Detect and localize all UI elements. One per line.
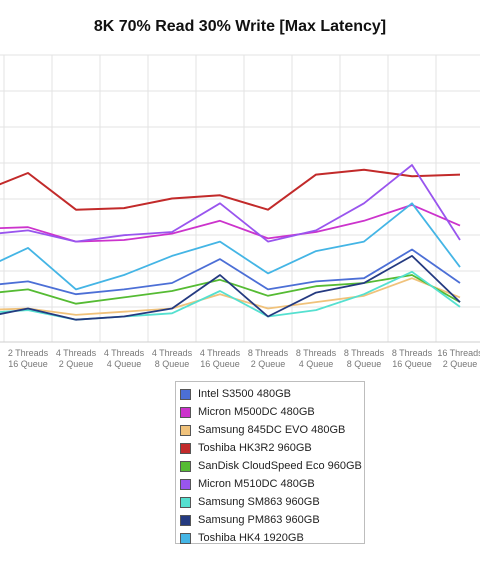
legend-swatch (180, 478, 191, 490)
x-tick-label: 4 Threads 16 Queue (200, 348, 241, 369)
x-tick-label: 16 Threads 2 Queue (437, 348, 480, 369)
legend-item: Micron M500DC 480GB (180, 403, 364, 421)
legend-label: Micron M500DC 480GB (198, 406, 315, 418)
legend-item: Samsung 845DC EVO 480GB (180, 421, 364, 439)
legend-label: Micron M510DC 480GB (198, 478, 315, 490)
legend-item: Samsung SM863 960GB (180, 493, 364, 511)
legend-swatch (180, 424, 191, 436)
legend-swatch (180, 514, 191, 526)
legend-item: Intel S3500 480GB (180, 385, 364, 403)
chart-title: 8K 70% Read 30% Write [Max Latency] (93, 18, 387, 35)
x-tick-label: 2 Threads 16 Queue (8, 348, 49, 369)
legend-item: Toshiba HK3R2 960GB (180, 439, 364, 457)
series-line-1 (0, 248, 461, 296)
series-line-5 (0, 274, 461, 305)
x-tick-label: 4 Threads 8 Queue (152, 348, 193, 369)
legend-swatch (180, 532, 191, 544)
x-tick-label: 4 Threads 4 Queue (104, 348, 145, 369)
legend-item: Samsung PM863 960GB (180, 511, 364, 529)
x-tick-label: 4 Threads 2 Queue (56, 348, 97, 369)
legend-label: Intel S3500 480GB (198, 388, 291, 400)
x-tick-label: 8 Threads 16 Queue (392, 348, 433, 369)
legend-swatch (180, 496, 191, 508)
legend-swatch (180, 388, 191, 400)
x-tick-label: 8 Threads 8 Queue (344, 348, 385, 369)
x-tick-label: 8 Threads 2 Queue (248, 348, 289, 369)
legend-swatch (180, 406, 191, 418)
series-line-9 (0, 202, 461, 291)
legend-item: Toshiba HK4 1920GB (180, 529, 364, 547)
series-line-4 (0, 168, 461, 211)
x-tick-label: 8 Threads 4 Queue (296, 348, 337, 369)
legend-label: Toshiba HK4 1920GB (198, 532, 304, 544)
legend-item: Micron M510DC 480GB (180, 475, 364, 493)
legend-item: SanDisk CloudSpeed Eco 960GB (180, 457, 364, 475)
series-line-8 (0, 254, 461, 321)
legend-swatch (180, 442, 191, 454)
series-line-6 (0, 164, 461, 243)
legend-label: Samsung PM863 960GB (198, 514, 320, 526)
legend-label: Toshiba HK3R2 960GB (198, 442, 312, 454)
chart-legend: Intel S3500 480GB Micron M500DC 480GB Sams… (175, 381, 365, 544)
series-group (0, 164, 461, 321)
legend-label: Samsung SM863 960GB (198, 496, 320, 508)
legend-label: SanDisk CloudSpeed Eco 960GB (198, 460, 362, 472)
series-line-2 (0, 203, 461, 243)
series-line-3 (0, 277, 461, 316)
legend-swatch (180, 460, 191, 472)
legend-label: Samsung 845DC EVO 480GB (198, 424, 346, 436)
